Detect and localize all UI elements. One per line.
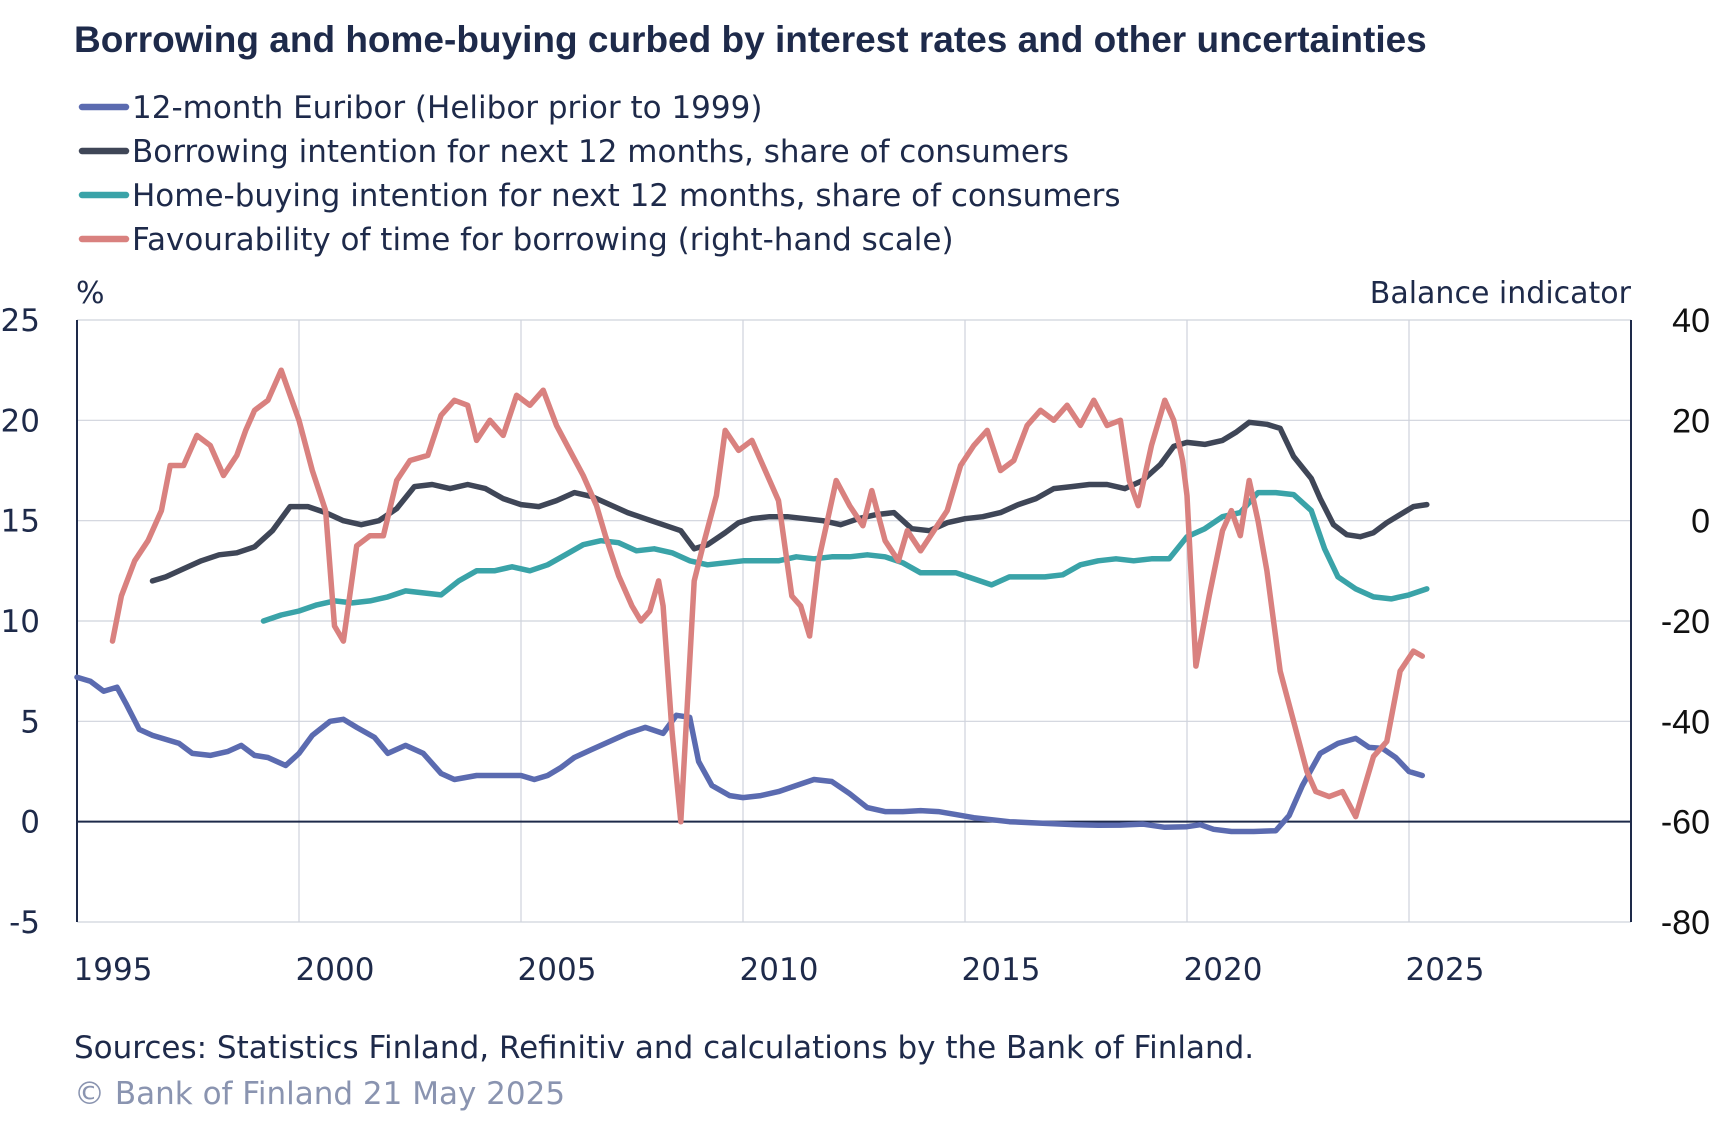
y-left-tick-label: 0 xyxy=(20,805,40,841)
y-left-tick-label: 25 xyxy=(1,303,40,339)
left-axis-unit-label: % xyxy=(76,276,105,311)
y-left-tick-label: 10 xyxy=(1,604,40,640)
y-left-tick-label: 5 xyxy=(20,704,40,740)
y-left-tick-label: 15 xyxy=(1,504,40,540)
y-right-tick-label: -80 xyxy=(1661,904,1710,942)
legend-label-2: Home-buying intention for next 12 months… xyxy=(132,178,1121,214)
x-tick-label: 2000 xyxy=(296,952,375,988)
legend-label-1: Borrowing intention for next 12 months, … xyxy=(132,134,1069,170)
series-group xyxy=(74,367,1430,835)
right-axis-unit-label: Balance indicator xyxy=(1370,276,1632,311)
y-right-tick-label: -20 xyxy=(1661,603,1710,641)
x-tick-label: 2025 xyxy=(1406,952,1485,988)
x-tick-label: 2020 xyxy=(1184,952,1263,988)
series-line-1 xyxy=(149,419,1430,584)
y-right-tick-label: 20 xyxy=(1672,402,1710,440)
series-line-2 xyxy=(260,489,1430,624)
legend-label-0: 12-month Euribor (Helibor prior to 1999) xyxy=(132,90,762,126)
chart-title: Borrowing and home-buying curbed by inte… xyxy=(74,19,1427,60)
y-right-tick-label: -60 xyxy=(1661,804,1710,842)
y-right-tick-label: -40 xyxy=(1661,703,1710,741)
legend: 12-month Euribor (Helibor prior to 1999)… xyxy=(78,90,1121,258)
y-left-tick-label: -5 xyxy=(9,905,40,941)
y-right-tick-label: 40 xyxy=(1672,302,1710,340)
grid xyxy=(77,319,1632,923)
x-tick-label: 1995 xyxy=(74,952,153,988)
x-tick-label: 2015 xyxy=(962,952,1041,988)
series-line-0 xyxy=(74,674,1426,835)
copyright-note: © Bank of Finland 21 May 2025 xyxy=(74,1076,565,1112)
source-note: Sources: Statistics Finland, Refinitiv a… xyxy=(74,1030,1254,1066)
x-tick-label: 2010 xyxy=(740,952,819,988)
x-tick-label: 2005 xyxy=(518,952,597,988)
y-left-tick-label: 20 xyxy=(1,403,40,439)
y-right-tick-label: 0 xyxy=(1691,503,1710,541)
series-line-3 xyxy=(109,367,1426,825)
legend-label-3: Favourability of time for borrowing (rig… xyxy=(132,222,954,258)
